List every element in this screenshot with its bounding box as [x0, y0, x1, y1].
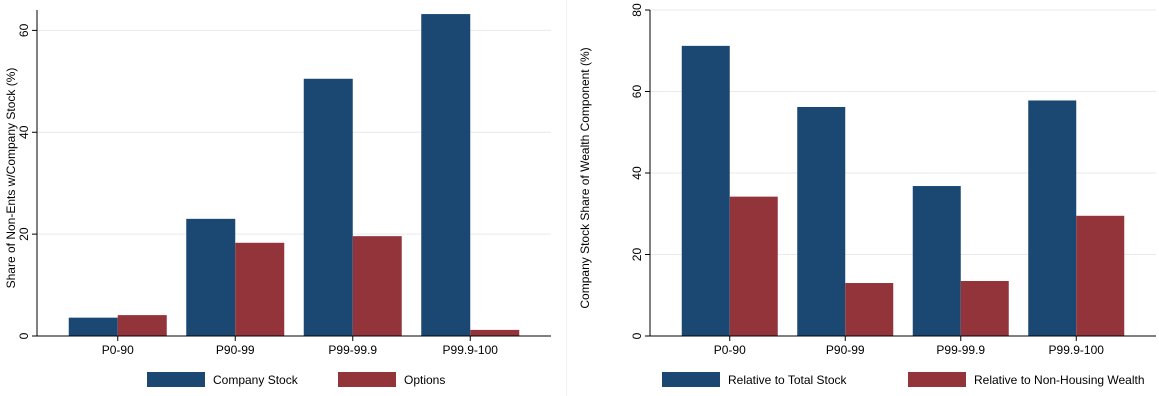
bar-options-p99-99-9	[352, 236, 402, 336]
bar-chart-share-non-ents: P0-90 P90-99 P99-99.9 P99.9-100 0 20 40 60 Share…	[4, 10, 551, 387]
chart-panel-share-with-company-stock: P0-90 P90-99 P99-99.9 P99.9-100 0 20 40 60 Share…	[0, 0, 566, 396]
x-tick-label-p99-99-9: P99-99.9	[936, 343, 985, 357]
y-tick-label-80: 80	[630, 3, 644, 17]
bars	[681, 45, 1125, 337]
panel-divider	[566, 0, 567, 396]
bar-relative-to-non-housing-wealth-p90-99	[845, 283, 894, 336]
legend-swatch-company-stock	[147, 372, 205, 387]
y-tick-label-60: 60	[17, 23, 31, 37]
bar-options-p99-9-100	[470, 329, 520, 336]
x-tick-label-p90-99: P90-99	[826, 343, 865, 357]
bar-relative-to-total-stock-p0-90	[681, 45, 730, 337]
legend-label-company-stock: Company Stock	[213, 373, 299, 387]
bar-company-stock-p0-90	[68, 317, 118, 336]
bar-relative-to-total-stock-p90-99	[797, 106, 846, 336]
legend-swatch-relative-to-total-stock	[662, 372, 720, 387]
legend: Company Stock Options	[147, 372, 445, 387]
x-tick-label-p90-99: P90-99	[216, 343, 255, 357]
bar-company-stock-p99-9-100	[421, 14, 471, 336]
y-tick-label-40: 40	[17, 125, 31, 139]
x-tick-label-p0-90: P0-90	[714, 343, 746, 357]
legend-swatch-relative-to-non-housing-wealth	[908, 372, 966, 387]
bar-options-p90-99	[235, 242, 285, 336]
bar-relative-to-total-stock-p99-99-9	[912, 186, 961, 336]
legend-label-options: Options	[404, 373, 445, 387]
bar-company-stock-p90-99	[186, 218, 236, 336]
y-tick-label-40: 40	[630, 166, 644, 180]
gridlines	[37, 29, 551, 235]
bar-options-p0-90	[117, 315, 167, 336]
bar-relative-to-total-stock-p99-9-100	[1028, 100, 1077, 336]
bar-relative-to-non-housing-wealth-p99-9-100	[1076, 215, 1125, 336]
chart-panel-company-stock-share-of-wealth: P0-90 P90-99 P99-99.9 P99.9-100 0 20 40 60 80 Com…	[566, 0, 1159, 396]
bars	[68, 14, 520, 336]
y-axis-title: Share of Non-Ents w/Company Stock (%)	[4, 68, 18, 289]
y-tick-label-60: 60	[630, 85, 644, 99]
legend-label-relative-to-non-housing-wealth: Relative to Non-Housing Wealth	[974, 373, 1145, 387]
x-tick-label-p99-9-100: P99.9-100	[1049, 343, 1105, 357]
bar-chart-company-stock-share: P0-90 P90-99 P99-99.9 P99.9-100 0 20 40 60 80 Com…	[578, 3, 1156, 387]
y-tick-label-20: 20	[17, 227, 31, 241]
legend-label-relative-to-total-stock: Relative to Total Stock	[728, 373, 848, 387]
bar-company-stock-p99-99-9	[303, 78, 353, 336]
legend: Relative to Total Stock Relative to Non-H…	[662, 372, 1145, 387]
bar-relative-to-non-housing-wealth-p99-99-9	[960, 280, 1009, 336]
y-tick-label-0: 0	[630, 332, 644, 339]
y-tick-label-20: 20	[630, 248, 644, 262]
bar-relative-to-non-housing-wealth-p0-90	[729, 196, 778, 336]
y-axis-title: Company Stock Share of Wealth Component …	[578, 47, 592, 308]
x-tick-label-p99-99-9: P99-99.9	[328, 343, 377, 357]
y-tick-label-0: 0	[17, 332, 31, 339]
x-tick-label-p0-90: P0-90	[102, 343, 134, 357]
legend-swatch-options	[338, 372, 396, 387]
x-tick-label-p99-9-100: P99.9-100	[443, 343, 499, 357]
